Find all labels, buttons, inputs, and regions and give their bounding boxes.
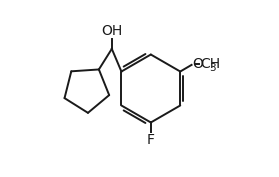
Text: CH: CH: [201, 57, 221, 71]
Text: 3: 3: [209, 63, 216, 73]
Text: O: O: [192, 57, 203, 71]
Text: OH: OH: [101, 24, 122, 38]
Text: F: F: [147, 133, 155, 147]
